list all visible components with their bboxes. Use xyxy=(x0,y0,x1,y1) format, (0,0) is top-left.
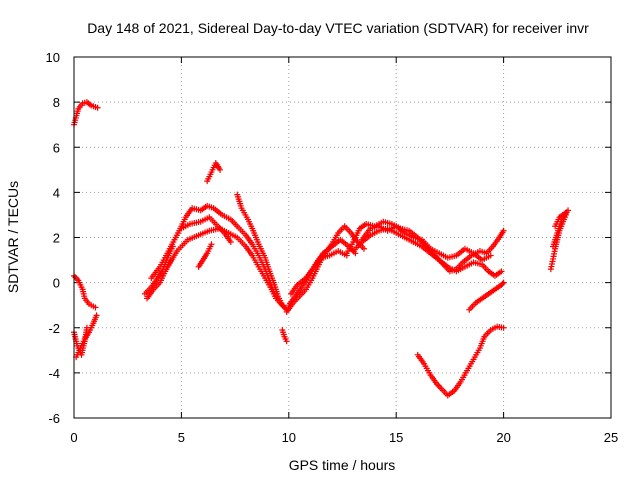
y-tick-label: 0 xyxy=(53,276,60,291)
x-tick-label: 20 xyxy=(496,430,510,445)
data-track xyxy=(285,236,359,309)
y-tick-label: -2 xyxy=(48,321,60,336)
data-track xyxy=(234,191,290,313)
x-tick-label: 5 xyxy=(178,430,185,445)
y-axis-label: SDTVAR / TECUs xyxy=(5,181,21,293)
data-track xyxy=(71,324,90,358)
data-point xyxy=(360,245,367,252)
data-point xyxy=(83,324,90,331)
chart-title: Day 148 of 2021, Sidereal Day-to-day VTE… xyxy=(87,20,589,36)
data-track xyxy=(287,248,350,297)
y-tick-label: 6 xyxy=(53,140,60,155)
data-point xyxy=(217,166,224,173)
data-point xyxy=(92,304,99,311)
x-tick-label: 10 xyxy=(282,430,296,445)
y-tick-label: 10 xyxy=(46,50,60,65)
plot-frame xyxy=(73,56,612,419)
x-tick-label: 25 xyxy=(604,430,618,445)
x-tick-label: 15 xyxy=(389,430,403,445)
data-track xyxy=(414,323,507,399)
x-axis-label: GPS time / hours xyxy=(289,457,396,473)
data-point xyxy=(500,279,507,286)
data-point xyxy=(94,104,101,111)
data-track xyxy=(148,202,288,311)
data-track xyxy=(71,99,101,128)
x-tick-labels: 0 5 10 15 20 25 xyxy=(70,430,618,445)
data-point xyxy=(562,209,569,216)
data-point xyxy=(208,241,215,248)
data-track xyxy=(358,223,494,264)
data-track xyxy=(195,241,215,270)
y-tick-label: 4 xyxy=(53,185,60,200)
data-points xyxy=(71,99,572,399)
data-point xyxy=(499,280,506,287)
data-point xyxy=(227,239,234,246)
y-tick-label: 2 xyxy=(53,231,60,246)
y-tick-label: 8 xyxy=(53,95,60,110)
data-point xyxy=(487,252,494,259)
data-track xyxy=(204,160,224,185)
y-tick-label: -4 xyxy=(48,366,60,381)
data-point xyxy=(500,324,507,331)
data-point xyxy=(283,338,290,345)
data-track xyxy=(71,272,99,311)
data-track xyxy=(279,327,290,345)
data-point xyxy=(93,312,100,319)
grid xyxy=(74,57,611,418)
data-point xyxy=(498,268,505,275)
data-track xyxy=(552,209,569,230)
data-track xyxy=(178,214,234,246)
data-point xyxy=(500,227,507,234)
data-track xyxy=(466,279,507,313)
y-tick-label: -6 xyxy=(48,411,60,426)
y-tick-labels: -6 -4 -2 0 2 4 6 8 10 xyxy=(46,50,60,426)
x-tick-label: 0 xyxy=(70,430,77,445)
